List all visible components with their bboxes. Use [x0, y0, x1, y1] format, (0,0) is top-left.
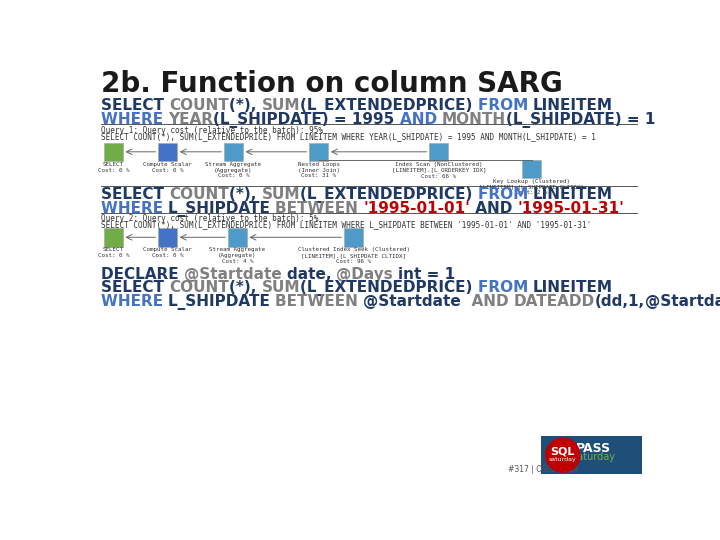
- FancyBboxPatch shape: [344, 228, 363, 247]
- Text: Query 2: Query cost (relative to the batch): 5%: Query 2: Query cost (relative to the bat…: [101, 214, 318, 223]
- Text: (*),: (*),: [229, 187, 261, 202]
- Text: SQL: SQL: [551, 447, 575, 456]
- Text: (*),: (*),: [229, 98, 261, 113]
- Text: SELECT: SELECT: [101, 98, 169, 113]
- Text: @Startdate: @Startdate: [184, 267, 287, 281]
- Text: (L_EXTENDEDPRICE): (L_EXTENDEDPRICE): [300, 98, 477, 114]
- Text: AND: AND: [462, 294, 514, 309]
- Text: LINEITEM: LINEITEM: [533, 187, 613, 202]
- Text: (dd,1,: (dd,1,: [595, 294, 645, 309]
- Text: WHERE: WHERE: [101, 201, 168, 216]
- Text: Clustered Index Seek (Clustered)
[LINEITEM].[L SHIPDATE CLTIDX]
Cost: 96 %: Clustered Index Seek (Clustered) [LINEIT…: [297, 247, 410, 264]
- Text: FROM: FROM: [477, 98, 533, 113]
- Text: 2b. Function on column SARG: 2b. Function on column SARG: [101, 70, 562, 98]
- Text: Nested Loops
(Inner Join)
Cost: 31 %: Nested Loops (Inner Join) Cost: 31 %: [297, 162, 340, 178]
- Circle shape: [546, 438, 580, 472]
- Text: YEAR: YEAR: [168, 112, 213, 127]
- Text: DATEADD: DATEADD: [514, 294, 595, 309]
- FancyBboxPatch shape: [310, 143, 328, 161]
- Text: (L_EXTENDEDPRICE): (L_EXTENDEDPRICE): [300, 280, 477, 296]
- Text: FROM: FROM: [477, 280, 533, 295]
- Text: int = 1: int = 1: [398, 267, 456, 281]
- Text: SELECT
Cost: 0 %: SELECT Cost: 0 %: [97, 162, 129, 173]
- Text: COUNT: COUNT: [169, 280, 229, 295]
- Text: L_SHIPDATE: L_SHIPDATE: [168, 294, 275, 310]
- Text: L_SHIPDATE: L_SHIPDATE: [168, 201, 275, 217]
- FancyBboxPatch shape: [523, 159, 541, 178]
- Text: Compute Scalar
Cost: 0 %: Compute Scalar Cost: 0 %: [143, 247, 192, 258]
- Text: Stream Aggregate
(Aggregate)
Cost: 4 %: Stream Aggregate (Aggregate) Cost: 4 %: [210, 247, 265, 264]
- Text: @Startdate: @Startdate: [645, 294, 720, 309]
- Text: (L_SHIPDATE) = 1995: (L_SHIPDATE) = 1995: [213, 112, 400, 128]
- Text: Index Scan (NonClustered)
[LINEITEM].[L_ORDERKEY IDX]
Cost: 66 %: Index Scan (NonClustered) [LINEITEM].[L_…: [392, 162, 486, 179]
- Text: PASS: PASS: [576, 442, 611, 455]
- Text: @Startdate: @Startdate: [364, 294, 462, 309]
- Text: BETWEEN: BETWEEN: [275, 294, 364, 309]
- FancyBboxPatch shape: [104, 143, 122, 161]
- FancyBboxPatch shape: [158, 228, 177, 247]
- Text: Compute Scalar
Cost: 0 %: Compute Scalar Cost: 0 %: [143, 162, 192, 173]
- Text: SELECT COUNT(*), SUM(L_EXTENDEDPRICE) FROM LINEITEM WHERE YEAR(L_SHIPDATE) = 199: SELECT COUNT(*), SUM(L_EXTENDEDPRICE) FR…: [101, 132, 595, 141]
- Text: date,: date,: [287, 267, 336, 281]
- Text: '1995-01-31': '1995-01-31': [518, 201, 625, 216]
- Text: SELECT: SELECT: [101, 280, 169, 295]
- Text: BETWEEN: BETWEEN: [275, 201, 364, 216]
- Text: COUNT: COUNT: [169, 98, 229, 113]
- Text: (L_EXTENDEDPRICE): (L_EXTENDEDPRICE): [300, 187, 477, 203]
- Text: #317 | OSLO 2014: #317 | OSLO 2014: [508, 465, 579, 475]
- Text: AND: AND: [400, 112, 442, 127]
- Text: Key Lookup (Clustered)
[LINEITEM].[L SHIPDATE CLTIDX]
Cost: 2 %: Key Lookup (Clustered) [LINEITEM].[L SHI…: [480, 179, 584, 195]
- Text: LINEITEM: LINEITEM: [533, 98, 613, 113]
- Text: FROM: FROM: [477, 187, 533, 202]
- Text: LINEITEM: LINEITEM: [533, 280, 613, 295]
- Text: AND: AND: [470, 201, 518, 216]
- Text: @Days: @Days: [336, 267, 398, 281]
- Text: Query 1: Query cost (relative to the batch): 95%: Query 1: Query cost (relative to the bat…: [101, 126, 323, 134]
- Text: MONTH: MONTH: [442, 112, 506, 127]
- Text: COUNT: COUNT: [169, 187, 229, 202]
- Text: saturday: saturday: [572, 453, 616, 462]
- FancyBboxPatch shape: [104, 228, 122, 247]
- Text: SUM: SUM: [261, 98, 300, 113]
- Text: SELECT
Cost: 0 %: SELECT Cost: 0 %: [97, 247, 129, 258]
- FancyBboxPatch shape: [228, 228, 246, 247]
- Text: '1995-01-01': '1995-01-01': [364, 201, 470, 216]
- Text: WHERE: WHERE: [101, 294, 168, 309]
- Text: DECLARE: DECLARE: [101, 267, 184, 281]
- FancyBboxPatch shape: [429, 143, 448, 161]
- FancyBboxPatch shape: [158, 143, 177, 161]
- Text: SELECT: SELECT: [101, 187, 169, 202]
- FancyBboxPatch shape: [541, 436, 642, 475]
- FancyBboxPatch shape: [224, 143, 243, 161]
- Text: SUM: SUM: [261, 280, 300, 295]
- Text: SELECT COUNT(*), SUM(L_EXTENDEDPRICE) FROM LINEITEM WHERE L_SHIPDATE BETWEEN '19: SELECT COUNT(*), SUM(L_EXTENDEDPRICE) FR…: [101, 220, 591, 230]
- Text: Stream Aggregate
(Aggregate)
Cost: 0 %: Stream Aggregate (Aggregate) Cost: 0 %: [205, 162, 261, 178]
- Text: SUM: SUM: [261, 187, 300, 202]
- Text: saturday: saturday: [549, 457, 577, 462]
- Text: (*),: (*),: [229, 280, 261, 295]
- Text: WHERE: WHERE: [101, 112, 168, 127]
- Text: (L_SHIPDATE) = 1: (L_SHIPDATE) = 1: [506, 112, 656, 128]
